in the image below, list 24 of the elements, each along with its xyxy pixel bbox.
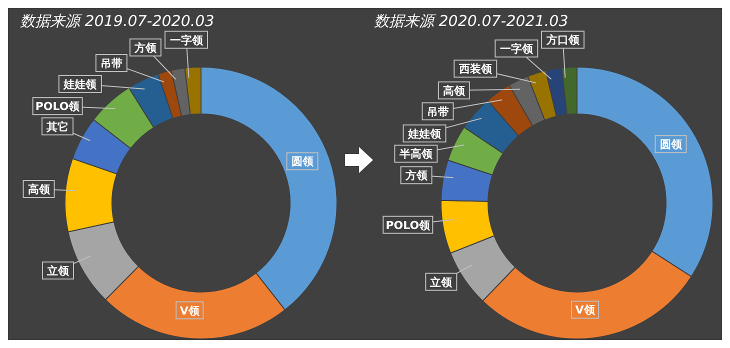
slice-label: 圆领 <box>291 155 314 168</box>
slice-label: 吊带 <box>426 105 449 118</box>
slice-label: V领 <box>575 304 596 317</box>
slice-label: 一字领 <box>500 42 534 56</box>
chart-title: 数据来源 2019.07-2020.03 <box>20 12 214 31</box>
slice-label: 圆领 <box>660 138 683 152</box>
slice-label: 高领 <box>442 84 466 98</box>
slice-label: 立领 <box>429 276 454 289</box>
slice-label: 吊带 <box>100 57 122 70</box>
slice-label: 高领 <box>28 183 51 196</box>
slice-label: POLO领 <box>35 100 81 114</box>
slice-label: 半高领 <box>398 148 434 161</box>
slice-label: 西装领 <box>458 62 493 76</box>
slice-label: 一字领 <box>170 34 204 47</box>
slice-label: V领 <box>180 304 200 318</box>
slice-label: 方领 <box>404 169 428 182</box>
slice-label: 娃娃领 <box>407 127 442 140</box>
slice-label: 娃娃领 <box>62 78 98 91</box>
slice-label: 立领 <box>46 264 70 278</box>
slice-label: 方口领 <box>545 34 580 47</box>
chart-title: 数据来源 2020.07-2021.03 <box>374 12 568 31</box>
slice-label: 其它 <box>46 120 69 134</box>
slice-label: 方领 <box>133 41 158 54</box>
slice-label: POLO领 <box>386 218 432 232</box>
